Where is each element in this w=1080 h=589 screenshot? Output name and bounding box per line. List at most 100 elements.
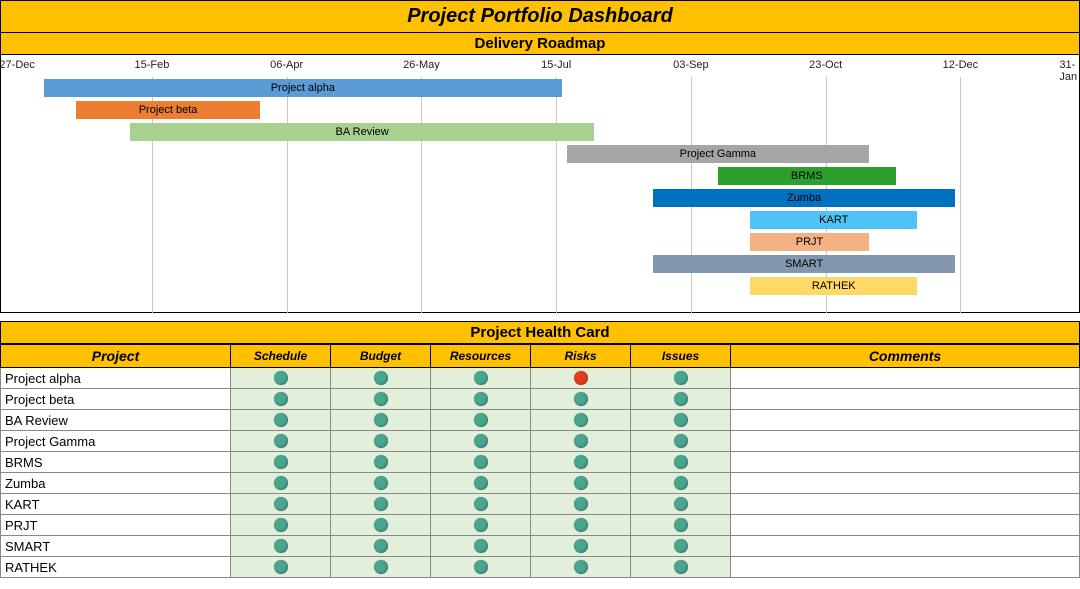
status-cell [431,536,531,557]
project-name-cell: PRJT [1,515,231,536]
status-dot-icon [574,539,588,553]
roadmap-plot-area: Project alphaProject betaBA ReviewProjec… [1,77,1079,313]
status-dot-icon [674,560,688,574]
status-cell [531,494,631,515]
status-cell [331,515,431,536]
roadmap-date-axis: 27-Dec15-Feb06-Apr26-May15-Jul03-Sep23-O… [1,55,1079,77]
table-row: Zumba [1,473,1080,494]
status-cell [331,557,431,578]
comments-cell [731,431,1080,452]
table-row: RATHEK [1,557,1080,578]
roadmap-date-label: 12-Dec [943,59,978,71]
status-dot-icon [374,413,388,427]
status-cell [531,410,631,431]
roadmap-date-label: 23-Oct [809,59,842,71]
health-col-status: Budget [331,345,431,368]
status-cell [431,368,531,389]
comments-cell [731,410,1080,431]
status-cell [331,452,431,473]
project-name-cell: KART [1,494,231,515]
table-row: Project Gamma [1,431,1080,452]
status-dot-icon [274,413,288,427]
health-col-status: Schedule [231,345,331,368]
status-dot-icon [274,371,288,385]
comments-cell [731,515,1080,536]
status-dot-icon [674,455,688,469]
status-cell [431,473,531,494]
status-cell [431,431,531,452]
table-row: BA Review [1,410,1080,431]
status-dot-icon [574,518,588,532]
gantt-bar: Project Gamma [567,145,869,163]
status-cell [331,431,431,452]
roadmap-gridline [960,77,961,313]
status-dot-icon [674,371,688,385]
status-dot-icon [374,434,388,448]
status-cell [631,389,731,410]
status-dot-icon [574,455,588,469]
status-cell [631,452,731,473]
status-cell [531,536,631,557]
status-dot-icon [474,413,488,427]
status-cell [231,431,331,452]
status-cell [531,557,631,578]
project-name-cell: BRMS [1,452,231,473]
comments-cell [731,536,1080,557]
status-dot-icon [274,455,288,469]
status-cell [631,557,731,578]
status-cell [331,389,431,410]
gantt-bar: RATHEK [750,277,917,295]
roadmap-chart: 27-Dec15-Feb06-Apr26-May15-Jul03-Sep23-O… [0,55,1080,313]
status-dot-icon [374,476,388,490]
status-dot-icon [274,497,288,511]
roadmap-date-label: 15-Jul [541,59,571,71]
status-cell [231,389,331,410]
status-cell [631,473,731,494]
table-row: Project beta [1,389,1080,410]
gantt-bar: Project alpha [44,79,561,97]
status-cell [431,494,531,515]
table-row: Project alpha [1,368,1080,389]
status-dot-icon [274,476,288,490]
status-dot-icon [574,560,588,574]
status-dot-icon [474,434,488,448]
roadmap-date-label: 27-Dec [0,59,35,71]
status-cell [231,368,331,389]
status-cell [331,410,431,431]
status-cell [431,452,531,473]
project-name-cell: RATHEK [1,557,231,578]
status-cell [531,368,631,389]
status-cell [431,557,531,578]
status-dot-icon [674,518,688,532]
status-dot-icon [374,497,388,511]
roadmap-date-label: 26-May [403,59,440,71]
status-cell [231,452,331,473]
roadmap-date-label: 15-Feb [134,59,169,71]
status-cell [231,494,331,515]
roadmap-gridline [421,77,422,313]
status-dot-icon [474,497,488,511]
table-row: BRMS [1,452,1080,473]
status-dot-icon [274,434,288,448]
status-dot-icon [474,539,488,553]
status-dot-icon [674,434,688,448]
status-dot-icon [674,539,688,553]
gantt-bar: KART [750,211,917,229]
status-dot-icon [274,518,288,532]
health-col-status: Resources [431,345,531,368]
status-dot-icon [474,455,488,469]
status-dot-icon [574,497,588,511]
status-cell [231,557,331,578]
status-dot-icon [374,539,388,553]
status-dot-icon [674,413,688,427]
status-cell [331,536,431,557]
gantt-bar: Project beta [76,101,259,119]
status-cell [431,389,531,410]
status-dot-icon [374,392,388,406]
status-dot-icon [474,392,488,406]
health-table: ProjectScheduleBudgetResourcesRisksIssue… [0,344,1080,578]
health-table-body: Project alphaProject betaBA ReviewProjec… [1,368,1080,578]
status-cell [231,536,331,557]
gantt-bar: Zumba [653,189,955,207]
status-cell [531,431,631,452]
